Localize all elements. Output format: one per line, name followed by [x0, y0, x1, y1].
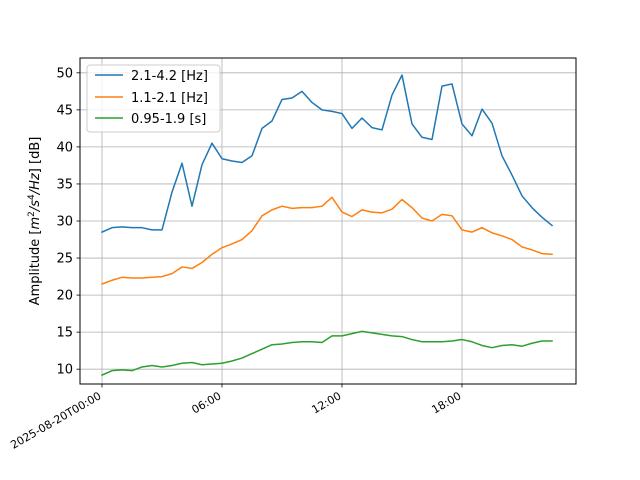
y-tick-label: 20 — [56, 289, 73, 304]
legend-entry: 1.1-2.1 [Hz] — [95, 91, 208, 106]
y-tick-label: 30 — [56, 215, 73, 230]
series-line — [101, 330, 553, 377]
y-axis: 10 15 20 25 30 35 40 45 50 — [56, 66, 80, 378]
legend-label: 0.95-1.9 [s] — [131, 112, 206, 127]
y-tick-label: 40 — [56, 140, 73, 155]
legend-entry: 0.95-1.9 [s] — [95, 112, 206, 127]
y-tick-label: 10 — [56, 363, 73, 378]
y-tick-label: 50 — [56, 66, 73, 81]
legend: 2.1-4.2 [Hz] 1.1-2.1 [Hz] 0.95-1.9 [s] — [86, 64, 221, 133]
legend-label: 1.1-2.1 [Hz] — [131, 91, 208, 106]
legend-label: 2.1-4.2 [Hz] — [131, 69, 208, 84]
y-tick-label: 35 — [56, 177, 73, 192]
y-tick-label: 25 — [56, 252, 73, 267]
legend-entry: 2.1-4.2 [Hz] — [95, 69, 208, 84]
y-tick-label: 45 — [56, 103, 73, 118]
series-line — [101, 196, 553, 285]
legend-box — [86, 64, 221, 133]
series-line — [101, 74, 554, 234]
y-axis-label: Amplitude [m2/s4/Hz] [dB] — [27, 137, 43, 306]
plot-lines — [101, 74, 554, 377]
y-tick-label: 15 — [56, 326, 73, 341]
